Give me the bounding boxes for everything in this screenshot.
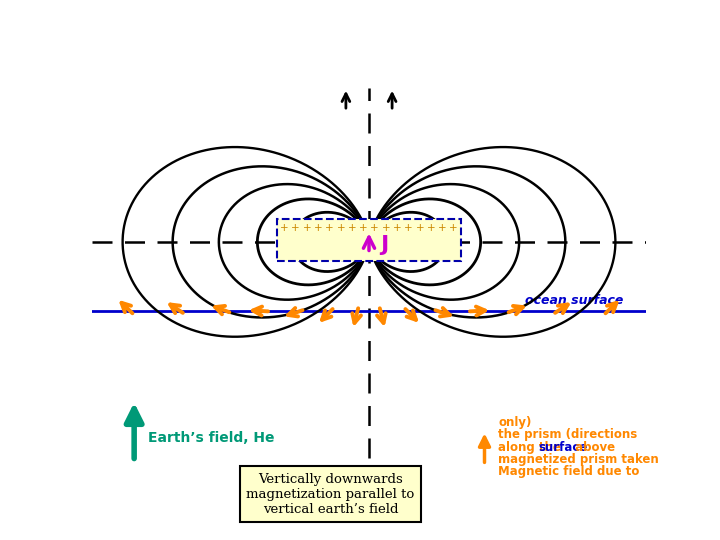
- Text: the prism (directions: the prism (directions: [498, 428, 638, 441]
- Text: Earth’s field, He: Earth’s field, He: [148, 431, 274, 446]
- Bar: [276, 219, 462, 261]
- Text: surface: surface: [539, 441, 588, 454]
- Text: ocean surface: ocean surface: [525, 294, 623, 307]
- Text: above: above: [571, 441, 615, 454]
- Text: +: +: [359, 223, 368, 233]
- Text: +: +: [325, 223, 334, 233]
- Text: +: +: [348, 223, 356, 233]
- Text: +: +: [370, 223, 379, 233]
- Text: only): only): [498, 416, 532, 429]
- Text: +: +: [449, 223, 458, 233]
- Text: +: +: [415, 223, 424, 233]
- Text: +: +: [393, 223, 402, 233]
- Text: +: +: [404, 223, 413, 233]
- Text: +: +: [280, 223, 289, 233]
- Text: +: +: [336, 223, 345, 233]
- Text: magnetized prism taken: magnetized prism taken: [498, 453, 659, 466]
- Text: +: +: [314, 223, 323, 233]
- Text: Vertically downwards
magnetization parallel to
vertical earth’s field: Vertically downwards magnetization paral…: [246, 473, 415, 516]
- Text: +: +: [302, 223, 311, 233]
- Text: +: +: [427, 223, 436, 233]
- Text: +: +: [438, 223, 446, 233]
- Text: +: +: [292, 223, 300, 233]
- Text: J: J: [381, 235, 389, 255]
- Text: Magnetic field due to: Magnetic field due to: [498, 465, 640, 478]
- Text: +: +: [382, 223, 390, 233]
- Text: along the: along the: [498, 441, 565, 454]
